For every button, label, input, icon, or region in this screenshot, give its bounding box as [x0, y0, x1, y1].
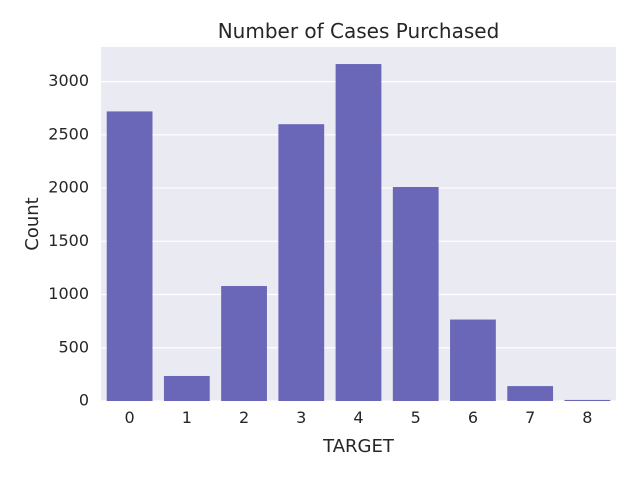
bars [106, 64, 611, 402]
y-tick-label: 1500 [48, 231, 89, 250]
y-axis-label: Count [22, 197, 43, 250]
bar-2 [221, 286, 267, 401]
x-tick-label: 8 [582, 408, 592, 427]
x-tick-label: 7 [525, 408, 535, 427]
y-tick-label: 2000 [48, 178, 89, 197]
y-tick-label: 3000 [48, 71, 89, 90]
x-tick-label: 5 [411, 408, 421, 427]
bar-1 [163, 375, 210, 401]
y-tick-label: 2500 [48, 124, 89, 143]
bar-8 [564, 399, 611, 401]
y-tick-label: 500 [58, 337, 89, 356]
bar-3 [278, 124, 325, 401]
bar-6 [450, 319, 496, 401]
y-tick-label: 1000 [48, 284, 89, 303]
x-axis-ticks: 0 1 2 3 4 5 6 7 8 [125, 408, 593, 427]
y-tick-label: 0 [79, 391, 89, 410]
bar-7 [507, 386, 554, 401]
x-tick-label: 0 [125, 408, 135, 427]
chart-title: Number of Cases Purchased [218, 19, 500, 43]
x-tick-label: 1 [182, 408, 192, 427]
x-tick-label: 2 [239, 408, 249, 427]
x-tick-label: 4 [353, 408, 363, 427]
x-tick-label: 6 [468, 408, 478, 427]
bar-5 [392, 187, 439, 401]
x-tick-label: 3 [296, 408, 306, 427]
y-axis-ticks: 0 500 1000 1500 2000 2500 3000 [48, 71, 89, 409]
bar-4 [335, 64, 382, 402]
bar-0 [106, 111, 153, 401]
x-axis-label: TARGET [322, 436, 395, 457]
